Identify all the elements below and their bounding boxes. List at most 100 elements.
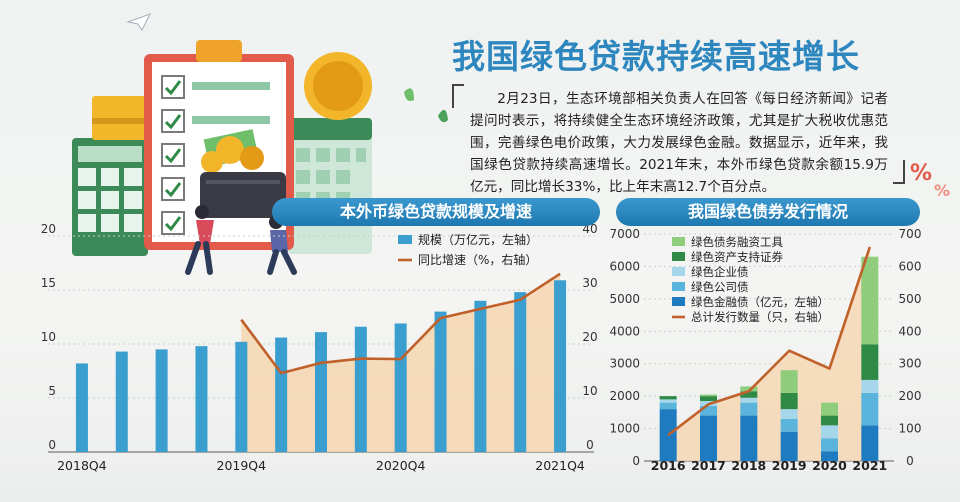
x-tick-label: 2020Q4	[376, 458, 426, 473]
bond-bar-segment	[780, 431, 798, 461]
y-left-tick-label: 20	[41, 222, 56, 236]
y-right-tick-label: 100	[899, 422, 922, 436]
bond-bar-segment	[659, 399, 677, 403]
legend-label: 规模（万亿元，左轴）	[418, 232, 538, 247]
intro-paragraph: 2月23日，生态环境部相关负责人在回答《每日经济新闻》记者提问时表示，将持续健全…	[470, 91, 888, 195]
bond-bar-segment	[780, 370, 798, 393]
page-title: 我国绿色贷款持续高速增长	[452, 37, 860, 76]
bond-bar-segment	[659, 402, 677, 410]
count-line	[667, 246, 872, 437]
percent-icon: %	[934, 181, 950, 200]
bond-bar-segment	[861, 392, 879, 426]
y-left-tick-label: 5	[48, 384, 56, 398]
y-left-tick-label: 0	[632, 454, 640, 468]
legend-label: 绿色债务融资工具	[691, 235, 783, 249]
bond-bar-segment	[821, 438, 838, 452]
y-right-tick-label: 20	[582, 330, 597, 344]
leaf-icon	[404, 88, 414, 101]
bond-bar-segment	[700, 415, 717, 461]
loan-bar	[275, 337, 288, 452]
y-right-tick-label: 10	[582, 384, 597, 398]
loan-bar	[195, 346, 208, 452]
y-right-tick-label: 300	[899, 357, 922, 371]
y-right-tick-label: 0	[906, 454, 914, 468]
x-tick-label: 2021Q4	[535, 458, 585, 473]
y-left-tick-label: 5000	[609, 292, 640, 306]
legend-swatch	[398, 235, 412, 244]
loan-bar	[554, 280, 567, 452]
legend-label: 绿色金融债（亿元，左轴）	[691, 295, 829, 309]
paper-plane-icon	[126, 13, 152, 31]
y-right-tick-label: 400	[899, 324, 922, 338]
y-left-tick-label: 2000	[609, 389, 640, 403]
y-right-tick-label: 500	[899, 292, 922, 306]
bond-bar-segment	[821, 415, 838, 426]
y-left-tick-label: 3000	[609, 357, 640, 371]
legend-swatch	[672, 282, 685, 291]
y-left-tick-label: 15	[41, 276, 56, 290]
y-left-tick-label: 0	[48, 438, 56, 452]
bond-bar-segment	[700, 394, 717, 397]
loan-bar	[115, 351, 128, 452]
person-icon	[185, 205, 214, 275]
bond-bar-segment	[821, 425, 838, 439]
loan-bar	[474, 300, 487, 452]
bond-bar-segment	[659, 396, 677, 400]
legend-swatch	[672, 267, 685, 276]
bond-bar-segment	[780, 392, 798, 410]
y-left-tick-label: 1000	[609, 422, 640, 436]
legend-label: 同比增速（%，右轴）	[418, 252, 537, 267]
bond-bar-segment	[861, 379, 879, 393]
y-right-tick-label: 0	[586, 438, 594, 452]
loan-bar	[434, 311, 447, 452]
bond-bar-segment	[861, 344, 879, 380]
bond-bar-segment	[740, 415, 758, 461]
legend-label: 总计发行数量（只，右轴）	[691, 310, 829, 324]
y-right-tick-label: 600	[899, 259, 922, 273]
quote-bracket-left	[452, 84, 464, 108]
leaf-icon	[438, 109, 448, 123]
y-left-tick-label: 6000	[609, 259, 640, 273]
y-left-tick-label: 4000	[609, 324, 640, 338]
legend-swatch	[672, 297, 685, 306]
bond-chart: 0 1000 2000 3000 4000 5000 6000 7000 0 100 200 300 4…	[609, 227, 921, 473]
x-tick-label: 2016	[651, 458, 686, 473]
bond-bar-segment	[861, 425, 879, 461]
legend-swatch	[672, 237, 685, 246]
loan-chart-title: 本外币绿色贷款规模及增速	[272, 198, 600, 226]
x-tick-label: 2019	[772, 458, 807, 473]
bond-bar-segment	[740, 386, 758, 392]
bond-chart-title: 我国绿色债券发行情况	[616, 198, 920, 226]
y-right-tick-label: 30	[582, 276, 597, 290]
legend-swatch	[672, 252, 685, 261]
bond-bar-segment	[780, 418, 798, 432]
y-left-tick-label: 7000	[609, 227, 640, 241]
bond-bar-segment	[821, 402, 838, 416]
x-tick-label: 2020	[812, 458, 847, 473]
legend-label: 绿色企业债	[691, 265, 749, 279]
loan-bar	[514, 292, 527, 452]
loan-bar	[155, 349, 168, 452]
count-area	[668, 246, 870, 461]
y-left-tick-label: 10	[41, 330, 56, 344]
percent-icon: %	[910, 161, 932, 186]
quote-bracket-right	[893, 160, 905, 184]
x-tick-label: 2018	[731, 458, 766, 473]
loan-bar	[354, 326, 367, 452]
loan-bar	[394, 323, 407, 452]
bond-bar-segment	[780, 409, 798, 419]
legend-label: 绿色公司债	[691, 280, 749, 294]
x-tick-label: 2017	[691, 458, 726, 473]
x-tick-label: 2018Q4	[57, 458, 107, 473]
loan-bar	[235, 341, 248, 452]
bond-bar-segment	[740, 402, 758, 416]
growth-line	[240, 272, 561, 375]
legend-label: 绿色资产支持证券	[691, 250, 783, 264]
loan-bar	[75, 363, 88, 452]
y-right-tick-label: 200	[899, 389, 922, 403]
x-tick-label: 2019Q4	[217, 458, 267, 473]
bond-bar-segment	[861, 256, 879, 345]
